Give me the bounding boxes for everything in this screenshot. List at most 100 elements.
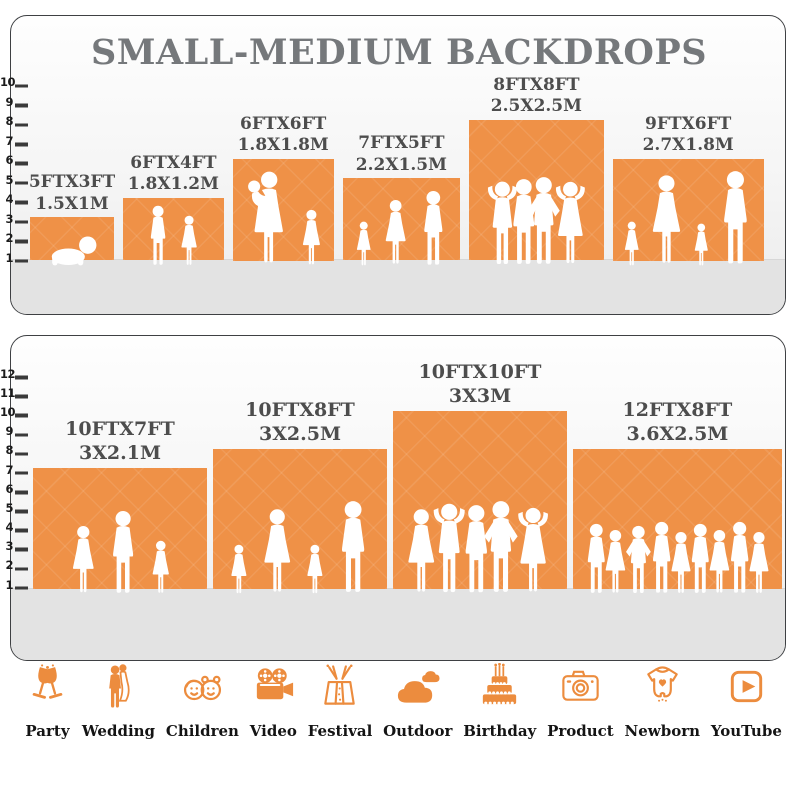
woman-silhouette [645, 174, 688, 267]
birthday-icon [476, 663, 523, 710]
category-label: Newborn [624, 722, 701, 740]
category-youtube: YouTube [711, 663, 782, 740]
axis-tick-mark [14, 471, 28, 475]
newborn-icon [639, 663, 686, 710]
wedding-icon [95, 663, 142, 710]
axis-tick-mark [14, 181, 28, 185]
girl-silhouette [691, 223, 712, 268]
floor-strip [11, 259, 785, 314]
axis-tick-2: 2 [0, 229, 28, 247]
axis-tick-mark [14, 200, 28, 205]
axis-tick-8: 8 [0, 112, 28, 130]
axis-tick-label: 6 [5, 481, 13, 496]
axis-tick-mark [14, 413, 28, 418]
size-ft-label: 12FTX8FT [622, 398, 733, 421]
size-ft-label: 7FTX5FT [358, 133, 445, 154]
bar-size-label: 9FTX6FT 2.7X1.8M [568, 114, 800, 157]
axis-tick-mark [14, 394, 28, 399]
category-birthday: Birthday [463, 663, 536, 740]
axis-tick-6: 6 [0, 480, 28, 498]
size-ft-label: 9FTX6FT [645, 113, 732, 134]
backdrop-bar-6ftx4ft [123, 197, 224, 261]
backdrop-bar-7ftx5ft [342, 178, 461, 261]
product-icon [557, 663, 604, 710]
axis-tick-label: 9 [5, 424, 13, 439]
size-m-label: 1.5X1M [35, 193, 109, 214]
girl-silhouette [227, 544, 251, 596]
axis-tick-mark [14, 161, 28, 166]
axis-tick-7: 7 [0, 461, 28, 479]
axis-tick-mark [14, 509, 28, 514]
axis-tick-label: 8 [5, 114, 13, 129]
category-product: Product [547, 663, 614, 740]
size-m-label: 3X3M [448, 384, 512, 407]
axis-tick-mark [14, 528, 28, 533]
axis-tick-label: 4 [5, 192, 13, 207]
axis-tick-mark [14, 433, 28, 437]
axis-tick-mark [14, 220, 28, 224]
youtube-icon [723, 663, 770, 710]
size-ft-label: 8FTX8FT [493, 74, 580, 95]
floor-strip [11, 588, 785, 660]
axis-tick-label: 10 [0, 75, 16, 90]
bar-size-label: 10FTX10FT 3X3M [360, 361, 600, 409]
girl-silhouette [177, 215, 201, 268]
size-m-label: 2.7X1.8M [642, 135, 734, 156]
category-label: Birthday [463, 722, 537, 740]
girl-silhouette [353, 221, 374, 268]
axis-tick-8: 8 [0, 441, 28, 459]
axis-tick-label: 9 [5, 94, 13, 109]
axis-tick-2: 2 [0, 556, 28, 574]
axis-tick-label: 3 [5, 539, 13, 554]
axis-tick-label: 5 [5, 172, 13, 187]
axis-tick-mark [14, 490, 28, 495]
girl-silhouette [148, 540, 174, 596]
size-ft-label: 10FTX7FT [65, 418, 175, 441]
festival-icon [316, 663, 363, 710]
axis-tick-mark [14, 239, 28, 244]
category-festival: Festival [308, 663, 372, 740]
size-ft-label: 6FTX6FT [240, 113, 327, 134]
woman-silhouette [257, 508, 298, 596]
category-label: YouTube [710, 722, 782, 740]
axis-tick-mark [14, 84, 28, 88]
axis-tick-1: 1 [0, 576, 28, 594]
axis-tick-label: 8 [5, 443, 13, 458]
children-icon [179, 663, 226, 710]
size-m-label: 3X2.5M [258, 422, 342, 445]
woman-silhouette [380, 199, 411, 267]
axis-tick-9: 9 [0, 93, 28, 111]
backdrop-bar-6ftx6ft [232, 158, 334, 261]
size-m-label: 2.5X2.5M [490, 96, 582, 117]
axis-tick-10: 10 [0, 403, 28, 421]
axis-tick-mark [14, 103, 28, 108]
category-party: Party [24, 663, 71, 740]
axis-tick-3: 3 [0, 210, 28, 228]
man-silhouette [417, 190, 450, 268]
girl-silhouette [303, 544, 327, 596]
size-m-label: 2.2X1.5M [355, 154, 447, 175]
category-label: Children [165, 722, 239, 740]
size-m-label: 3X2.1M [78, 442, 162, 465]
axis-tick-4: 4 [0, 190, 28, 208]
woman-silhouette [67, 525, 100, 596]
axis-tick-4: 4 [0, 518, 28, 536]
bar-size-label: 8FTX8FT 2.5X2.5M [416, 75, 656, 118]
category-wedding: Wedding [82, 663, 155, 740]
category-label: Video [249, 722, 297, 740]
video-icon [250, 663, 297, 710]
woman-armsup-silhouette [507, 506, 559, 596]
axis-tick-label: 12 [0, 366, 16, 381]
category-label: Party [25, 722, 70, 740]
woman-silhouette [744, 531, 774, 596]
category-label: Product [547, 722, 614, 740]
axis-tick-mark [14, 375, 28, 380]
axis-tick-label: 5 [5, 500, 13, 515]
party-icon [24, 663, 71, 710]
size-m-label: 1.8X1.2M [127, 174, 219, 195]
axis-tick-mark [14, 123, 28, 127]
page-title: SMALL-MEDIUM BACKDROPS [90, 32, 708, 73]
category-row: Party Wedding Children Video Festival Outdoor… [0, 663, 800, 740]
axis-tick-label: 11 [0, 386, 16, 400]
